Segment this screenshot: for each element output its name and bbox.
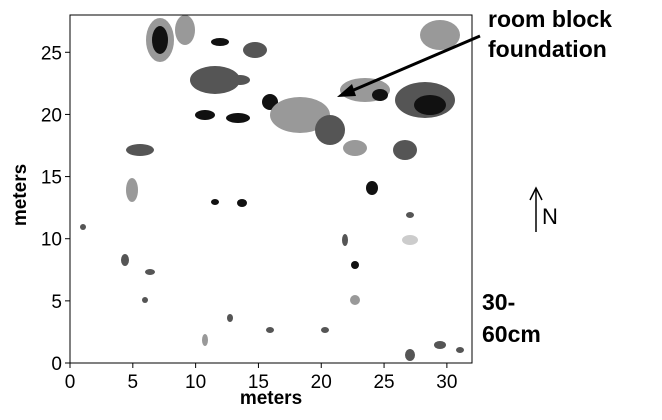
depth-label: 60cm xyxy=(482,321,541,347)
y-tick-label: 5 xyxy=(51,292,62,313)
x-tick-label: 15 xyxy=(248,372,269,393)
plot-frame xyxy=(69,14,473,364)
y-tick-label: 0 xyxy=(51,354,62,375)
y-axis-label: meters xyxy=(10,164,31,226)
amplitude-image xyxy=(80,15,464,361)
x-tick-label: 30 xyxy=(436,372,457,393)
y-tick-label: 25 xyxy=(41,43,62,64)
y-tick-label: 15 xyxy=(41,168,62,189)
annotation: foundation xyxy=(488,36,607,62)
north-arrowhead xyxy=(529,186,543,201)
y-tick-label: 20 xyxy=(41,105,62,126)
x-tick-label: 5 xyxy=(128,372,139,393)
north-label: N xyxy=(542,204,558,229)
x-tick-label: 20 xyxy=(311,372,332,393)
arrowhead xyxy=(337,84,356,97)
annotation-arrow xyxy=(341,34,481,97)
x-axis-label: meters xyxy=(240,388,302,409)
x-tick-label: 0 xyxy=(65,372,76,393)
y-tick-label: 10 xyxy=(41,230,62,251)
depth-label: 30- xyxy=(482,289,515,315)
annotation: room block xyxy=(488,6,612,32)
x-tick-label: 10 xyxy=(185,372,206,393)
x-tick-label: 25 xyxy=(373,372,394,393)
